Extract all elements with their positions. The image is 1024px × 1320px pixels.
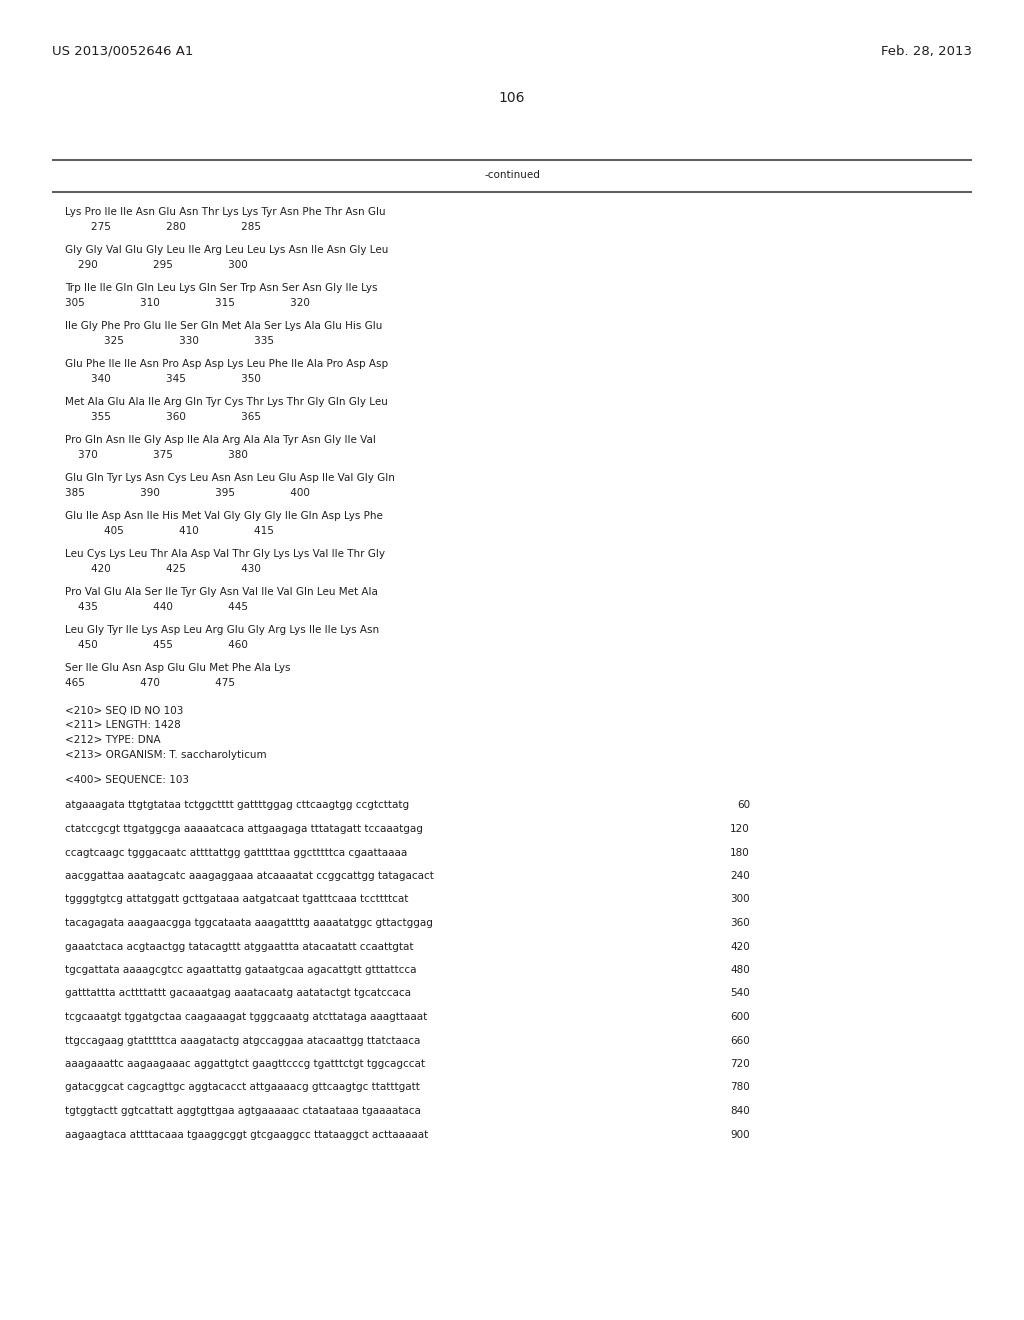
Text: gatacggcat cagcagttgc aggtacacct attgaaaacg gttcaagtgc ttatttgatt: gatacggcat cagcagttgc aggtacacct attgaaa…	[65, 1082, 420, 1093]
Text: 340                 345                 350: 340 345 350	[65, 374, 261, 384]
Text: ttgccagaag gtatttttca aaagatactg atgccaggaa atacaattgg ttatctaaca: ttgccagaag gtatttttca aaagatactg atgccag…	[65, 1035, 421, 1045]
Text: 840: 840	[730, 1106, 750, 1115]
Text: Pro Val Glu Ala Ser Ile Tyr Gly Asn Val Ile Val Gln Leu Met Ala: Pro Val Glu Ala Ser Ile Tyr Gly Asn Val …	[65, 587, 378, 597]
Text: 660: 660	[730, 1035, 750, 1045]
Text: 900: 900	[730, 1130, 750, 1139]
Text: 325                 330                 335: 325 330 335	[65, 335, 274, 346]
Text: -continued: -continued	[484, 170, 540, 180]
Text: aaagaaattc aagaagaaac aggattgtct gaagttcccg tgatttctgt tggcagccat: aaagaaattc aagaagaaac aggattgtct gaagttc…	[65, 1059, 425, 1069]
Text: 405                 410                 415: 405 410 415	[65, 525, 273, 536]
Text: 360: 360	[730, 917, 750, 928]
Text: tacagagata aaagaacgga tggcataata aaagattttg aaaatatggc gttactggag: tacagagata aaagaacgga tggcataata aaagatt…	[65, 917, 433, 928]
Text: 355                 360                 365: 355 360 365	[65, 412, 261, 421]
Text: 540: 540	[730, 989, 750, 998]
Text: 465                 470                 475: 465 470 475	[65, 677, 234, 688]
Text: Leu Cys Lys Leu Thr Ala Asp Val Thr Gly Lys Lys Val Ile Thr Gly: Leu Cys Lys Leu Thr Ala Asp Val Thr Gly …	[65, 549, 385, 558]
Text: 180: 180	[730, 847, 750, 858]
Text: Leu Gly Tyr Ile Lys Asp Leu Arg Glu Gly Arg Lys Ile Ile Lys Asn: Leu Gly Tyr Ile Lys Asp Leu Arg Glu Gly …	[65, 624, 379, 635]
Text: Glu Ile Asp Asn Ile His Met Val Gly Gly Gly Ile Gln Asp Lys Phe: Glu Ile Asp Asn Ile His Met Val Gly Gly …	[65, 511, 383, 521]
Text: Feb. 28, 2013: Feb. 28, 2013	[881, 45, 972, 58]
Text: 435                 440                 445: 435 440 445	[65, 602, 248, 611]
Text: Glu Phe Ile Ile Asn Pro Asp Asp Lys Leu Phe Ile Ala Pro Asp Asp: Glu Phe Ile Ile Asn Pro Asp Asp Lys Leu …	[65, 359, 388, 370]
Text: tcgcaaatgt tggatgctaa caagaaagat tgggcaaatg atcttataga aaagttaaat: tcgcaaatgt tggatgctaa caagaaagat tgggcaa…	[65, 1012, 427, 1022]
Text: Met Ala Glu Ala Ile Arg Gln Tyr Cys Thr Lys Thr Gly Gln Gly Leu: Met Ala Glu Ala Ile Arg Gln Tyr Cys Thr …	[65, 397, 388, 407]
Text: <211> LENGTH: 1428: <211> LENGTH: 1428	[65, 721, 181, 730]
Text: 450                 455                 460: 450 455 460	[65, 639, 248, 649]
Text: 370                 375                 380: 370 375 380	[65, 450, 248, 459]
Text: Pro Gln Asn Ile Gly Asp Ile Ala Arg Ala Ala Tyr Asn Gly Ile Val: Pro Gln Asn Ile Gly Asp Ile Ala Arg Ala …	[65, 436, 376, 445]
Text: <213> ORGANISM: T. saccharolyticum: <213> ORGANISM: T. saccharolyticum	[65, 750, 266, 759]
Text: 420: 420	[730, 941, 750, 952]
Text: gaaatctaca acgtaactgg tatacagttt atggaattta atacaatatt ccaattgtat: gaaatctaca acgtaactgg tatacagttt atggaat…	[65, 941, 414, 952]
Text: 106: 106	[499, 91, 525, 106]
Text: Ile Gly Phe Pro Glu Ile Ser Gln Met Ala Ser Lys Ala Glu His Glu: Ile Gly Phe Pro Glu Ile Ser Gln Met Ala …	[65, 321, 382, 331]
Text: Ser Ile Glu Asn Asp Glu Glu Met Phe Ala Lys: Ser Ile Glu Asn Asp Glu Glu Met Phe Ala …	[65, 663, 291, 673]
Text: 240: 240	[730, 871, 750, 880]
Text: 60: 60	[737, 800, 750, 810]
Text: 305                 310                 315                 320: 305 310 315 320	[65, 297, 310, 308]
Text: 290                 295                 300: 290 295 300	[65, 260, 248, 269]
Text: 780: 780	[730, 1082, 750, 1093]
Text: Gly Gly Val Glu Gly Leu Ile Arg Leu Leu Lys Asn Ile Asn Gly Leu: Gly Gly Val Glu Gly Leu Ile Arg Leu Leu …	[65, 246, 388, 255]
Text: ccagtcaagc tgggacaatc attttattgg gatttttaa ggctttttca cgaattaaaa: ccagtcaagc tgggacaatc attttattgg gattttt…	[65, 847, 408, 858]
Text: Glu Gln Tyr Lys Asn Cys Leu Asn Asn Leu Glu Asp Ile Val Gly Gln: Glu Gln Tyr Lys Asn Cys Leu Asn Asn Leu …	[65, 473, 395, 483]
Text: aagaagtaca attttacaaa tgaaggcggt gtcgaaggcc ttataaggct acttaaaaat: aagaagtaca attttacaaa tgaaggcggt gtcgaag…	[65, 1130, 428, 1139]
Text: aacggattaa aaatagcatc aaagaggaaa atcaaaatat ccggcattgg tatagacact: aacggattaa aaatagcatc aaagaggaaa atcaaaa…	[65, 871, 434, 880]
Text: 720: 720	[730, 1059, 750, 1069]
Text: Trp Ile Ile Gln Gln Leu Lys Gln Ser Trp Asn Ser Asn Gly Ile Lys: Trp Ile Ile Gln Gln Leu Lys Gln Ser Trp …	[65, 282, 378, 293]
Text: 300: 300	[730, 895, 750, 904]
Text: tgcgattata aaaagcgtcc agaattattg gataatgcaa agacattgtt gtttattcca: tgcgattata aaaagcgtcc agaattattg gataatg…	[65, 965, 417, 975]
Text: tggggtgtcg attatggatt gcttgataaa aatgatcaat tgatttcaaa tccttttcat: tggggtgtcg attatggatt gcttgataaa aatgatc…	[65, 895, 409, 904]
Text: 385                 390                 395                 400: 385 390 395 400	[65, 487, 310, 498]
Text: <212> TYPE: DNA: <212> TYPE: DNA	[65, 735, 161, 744]
Text: 275                 280                 285: 275 280 285	[65, 222, 261, 231]
Text: US 2013/0052646 A1: US 2013/0052646 A1	[52, 45, 194, 58]
Text: <210> SEQ ID NO 103: <210> SEQ ID NO 103	[65, 706, 183, 715]
Text: ctatccgcgt ttgatggcga aaaaatcaca attgaagaga tttatagatt tccaaatgag: ctatccgcgt ttgatggcga aaaaatcaca attgaag…	[65, 824, 423, 834]
Text: Lys Pro Ile Ile Asn Glu Asn Thr Lys Lys Tyr Asn Phe Thr Asn Glu: Lys Pro Ile Ile Asn Glu Asn Thr Lys Lys …	[65, 207, 386, 216]
Text: 480: 480	[730, 965, 750, 975]
Text: 600: 600	[730, 1012, 750, 1022]
Text: atgaaagata ttgtgtataa tctggctttt gattttggag cttcaagtgg ccgtcttatg: atgaaagata ttgtgtataa tctggctttt gattttg…	[65, 800, 410, 810]
Text: tgtggtactt ggtcattatt aggtgttgaa agtgaaaaac ctataataaa tgaaaataca: tgtggtactt ggtcattatt aggtgttgaa agtgaaa…	[65, 1106, 421, 1115]
Text: <400> SEQUENCE: 103: <400> SEQUENCE: 103	[65, 775, 189, 785]
Text: 420                 425                 430: 420 425 430	[65, 564, 261, 573]
Text: 120: 120	[730, 824, 750, 834]
Text: gatttattta acttttattt gacaaatgag aaatacaatg aatatactgt tgcatccaca: gatttattta acttttattt gacaaatgag aaataca…	[65, 989, 411, 998]
